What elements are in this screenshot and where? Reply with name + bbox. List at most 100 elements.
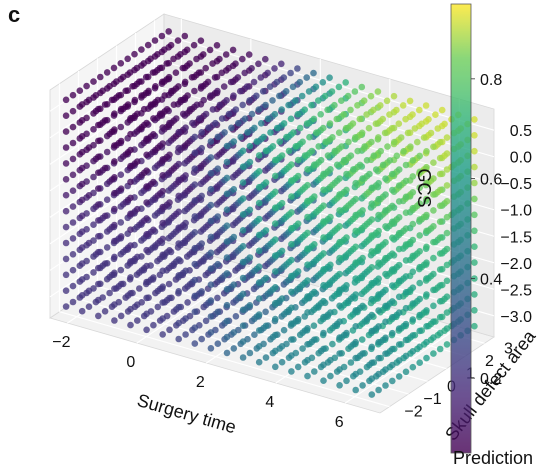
data-point [186,60,193,67]
data-point [389,329,396,337]
data-point [159,156,166,163]
data-point [179,64,187,72]
data-point [430,270,437,278]
data-point [402,241,410,248]
data-point [278,152,286,159]
data-point [416,200,424,207]
data-point [393,106,400,114]
data-point [386,157,394,164]
data-point [78,276,86,283]
data-point [205,124,212,131]
data-point [430,286,437,294]
y-tick-label: −2 [404,404,422,421]
data-point [264,115,272,123]
data-point [375,307,382,314]
data-point [471,195,478,203]
data-point [416,327,424,335]
data-point [335,83,343,91]
data-point [370,152,378,159]
data-point [207,217,215,225]
data-point [336,191,343,198]
data-point [356,161,364,169]
data-point [166,199,173,206]
data-point [409,363,417,371]
data-point [402,209,410,216]
data-point [234,74,242,81]
data-point [359,302,366,310]
data-point [145,87,152,95]
data-point [365,124,373,132]
data-point [184,92,191,99]
data-point [382,302,389,310]
data-point [101,101,109,108]
data-point [471,322,478,330]
data-point [111,221,118,229]
data-point [69,298,77,306]
x-tick-label: −2 [52,334,70,351]
data-point [377,102,384,109]
data-point [423,354,430,362]
data-point [163,106,171,113]
data-point [246,302,254,309]
data-point [288,336,295,343]
data-point [214,294,221,302]
data-point [382,207,389,214]
data-point [143,262,150,270]
data-point [167,41,175,49]
data-point [69,219,77,226]
data-point [175,319,182,327]
data-point [294,363,302,371]
data-point [223,349,231,357]
data-point [368,279,376,287]
data-point [347,359,355,366]
data-point [253,92,260,100]
data-point [143,294,150,302]
data-point [402,257,410,264]
data-point [150,226,157,234]
data-point [175,335,182,343]
data-point [416,106,423,114]
data-point [368,184,376,192]
data-point [101,212,109,220]
data-point [416,311,424,319]
data-point [218,115,226,122]
data-point [288,177,295,184]
data-point [430,302,437,310]
data-point [352,227,360,235]
data-point [305,88,313,95]
data-point [359,175,366,182]
data-point [272,315,279,323]
data-point [159,299,166,306]
data-point [343,329,350,337]
data-point [294,268,302,275]
data-point [239,258,247,266]
data-point [272,204,279,211]
data-point [382,175,389,182]
data-point [436,266,444,273]
data-point [327,309,334,316]
data-point [372,120,380,127]
data-point [317,156,325,164]
x-tick-label: 2 [196,374,205,391]
data-point [101,308,109,315]
data-point [62,112,70,119]
data-point [259,88,267,95]
data-point [402,193,410,201]
data-point [239,322,247,330]
data-point [90,173,97,181]
data-point [375,227,382,235]
data-point [122,87,129,95]
data-point [117,123,125,131]
data-point [423,338,430,346]
data-point [407,143,414,150]
data-point [166,294,173,302]
data-point [381,129,389,137]
data-point [214,133,222,141]
data-point [150,115,157,122]
data-point [347,152,355,159]
data-point [207,281,215,289]
data-point [416,184,424,191]
data-point [223,142,231,150]
data-point [255,215,263,223]
data-point [85,144,93,151]
